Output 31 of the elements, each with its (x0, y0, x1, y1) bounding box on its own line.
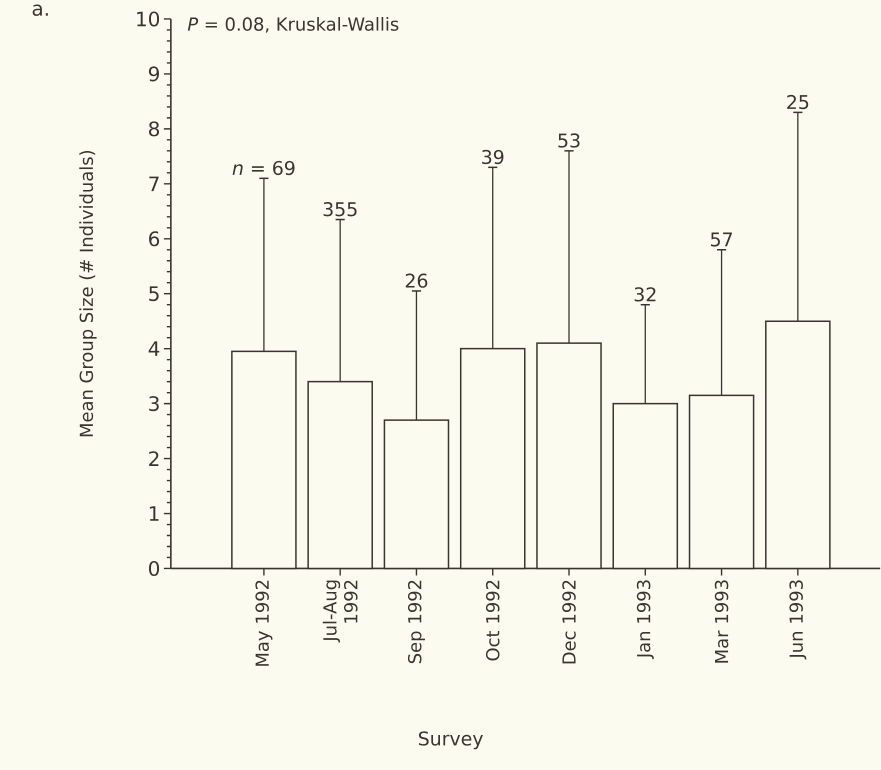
y-tick-label: 4 (148, 341, 160, 356)
y-tick-label: 8 (149, 121, 159, 136)
x-axis-title: Survey (418, 731, 483, 750)
y-tick-label: 10 (137, 11, 160, 26)
x-tick-label: Oct 1992 (486, 580, 500, 660)
y-tick-label: 9 (148, 66, 159, 82)
y-tick-label: 2 (149, 451, 158, 466)
x-tick-label: Jun 1993 (789, 580, 806, 660)
x-tick-label: Jan 1993 (636, 580, 654, 659)
annotation: 26 (406, 273, 428, 288)
y-tick-label: 1 (150, 506, 159, 521)
annotation: 53 (558, 133, 580, 148)
chart-title: a. (32, 4, 48, 16)
annotation: P = 0.08, Kruskal-Wallis (188, 16, 398, 33)
x-tick-label: Mar 1993 (714, 580, 728, 662)
annotation: 57 (710, 232, 732, 246)
y-tick-label: 7 (149, 176, 159, 191)
annotation: 25 (787, 94, 808, 110)
annotation: n = 69 (232, 160, 295, 175)
x-tick-label: May 1992 (255, 580, 272, 666)
annotation: 355 (324, 202, 357, 216)
y-tick-label: 5 (149, 286, 159, 301)
annotation: 32 (634, 287, 656, 302)
y-axis-title: Mean Group Size (# Individuals) (79, 150, 97, 436)
y-tick-label: 3 (149, 396, 159, 412)
y-tick-label: 6 (149, 231, 160, 246)
x-tick-label: Dec 1992 (562, 580, 576, 664)
annotation: 39 (482, 150, 504, 164)
y-tick-label: 0 (149, 560, 160, 576)
x-tick-label: Jul-Aug 1992 (322, 580, 358, 642)
x-tick-label: Sep 1992 (408, 580, 425, 663)
